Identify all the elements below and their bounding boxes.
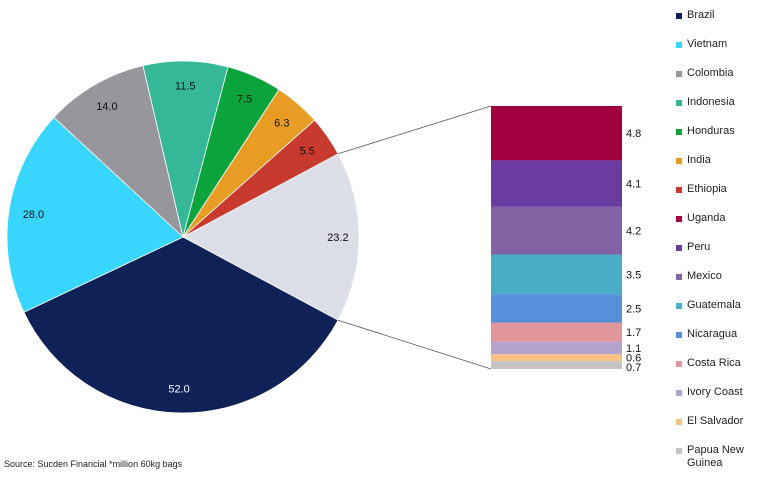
- bar-data-label-uganda: 4.8: [626, 128, 641, 140]
- legend-label: Guatemala: [687, 299, 741, 311]
- pie-data-label-honduras: 7.5: [237, 94, 252, 106]
- legend-item-indonesia: Indonesia: [676, 96, 770, 109]
- legend-label: Colombia: [687, 67, 734, 79]
- pie-data-label-ethiopia: 5.5: [299, 145, 314, 157]
- bar-segment-uganda: [491, 106, 622, 161]
- legend-item-guatemala: Guatemala: [676, 299, 770, 312]
- legend-label: Honduras: [687, 125, 735, 137]
- legend-label: El Salvador: [687, 415, 744, 427]
- legend-item-nicaragua: Nicaragua: [676, 328, 770, 341]
- legend-item-india: India: [676, 154, 770, 167]
- legend-swatch: [676, 158, 682, 164]
- pie-data-label-other-countries: 23.2: [327, 232, 348, 244]
- legend-item-colombia: Colombia: [676, 67, 770, 80]
- legend-item-vietnam: Vietnam: [676, 38, 770, 51]
- bar-segment-peru: [491, 160, 622, 207]
- bar-segment-papua-new-guinea: [491, 361, 622, 369]
- pie-data-label-brazil: 52.0: [168, 383, 189, 395]
- legend-swatch: [676, 419, 682, 425]
- pie-slice-other-countries: [182, 153, 360, 321]
- legend-label: Uganda: [687, 212, 726, 224]
- legend-label: Nicaragua: [687, 328, 738, 340]
- pie-slice-colombia: [53, 65, 184, 239]
- connector-line-top: [337, 105, 492, 155]
- breakout-bar: 4.8 4.1 4.2 3.5 2.5 1.7 1.10.60.7: [491, 106, 641, 374]
- bar-segment-el-salvador: [491, 354, 622, 362]
- legend-swatch: [676, 448, 682, 454]
- legend-item-uganda: Uganda: [676, 212, 770, 225]
- bar-data-label-ivory-coast: 1.1: [626, 343, 641, 355]
- pie-data-label-vietnam: 28.0: [23, 209, 44, 221]
- data-labels: 23.2 52.0 28.0 14.0 11.5 7.5 6.3 5.5: [23, 81, 349, 396]
- bar-data-label-el-salvador: 0.6: [626, 353, 641, 365]
- legend-swatch: [676, 42, 682, 48]
- bar-segment-guatemala: [491, 254, 622, 295]
- legend-swatch: [676, 216, 682, 222]
- bar-data-label-costa-rica: 1.7: [626, 327, 641, 339]
- legend-item-el-salvador: El Salvador: [676, 415, 770, 428]
- bar-segment-nicaragua: [491, 294, 622, 323]
- pie-slice-brazil: [23, 236, 339, 414]
- legend-item-honduras: Honduras: [676, 125, 770, 138]
- legend-item-papua-new-guinea: Papua New Guinea: [676, 444, 770, 470]
- legend-label: India: [687, 154, 711, 166]
- bar-segment-costa-rica: [491, 322, 622, 342]
- legend-label: Papua New Guinea: [687, 444, 744, 469]
- breakout-connectors: [337, 105, 492, 370]
- legend-item-brazil: Brazil: [676, 9, 770, 22]
- legend-label: Peru: [687, 241, 711, 253]
- legend-swatch: [676, 71, 682, 77]
- legend-swatch: [676, 303, 682, 309]
- bar-data-label-guatemala: 3.5: [626, 269, 641, 281]
- legend-swatch: [676, 245, 682, 251]
- legend-item-ivory-coast: Ivory Coast: [676, 386, 770, 399]
- legend-swatch: [676, 13, 682, 19]
- bar-data-label-nicaragua: 2.5: [626, 303, 641, 315]
- connector-line-bottom: [337, 319, 492, 370]
- legend-label: Ethiopia: [687, 183, 727, 195]
- source-note: Source: Sucden Financial *million 60kg b…: [4, 459, 183, 469]
- legend-swatch: [676, 332, 682, 338]
- pie-data-label-colombia: 14.0: [96, 101, 117, 113]
- pie-slice-vietnam: [6, 116, 184, 313]
- pie-slice-ethiopia: [182, 119, 339, 238]
- legend-label: Indonesia: [687, 96, 735, 108]
- bar-segment-ivory-coast: [491, 341, 622, 355]
- legend-swatch: [676, 129, 682, 135]
- bar-data-label-papua-new-guinea: 0.7: [626, 362, 641, 374]
- legend-label: Brazil: [687, 9, 715, 21]
- bar-data-label-mexico: 4.2: [626, 226, 641, 238]
- legend-item-peru: Peru: [676, 241, 770, 254]
- legend-swatch: [676, 361, 682, 367]
- legend-item-ethiopia: Ethiopia: [676, 183, 770, 196]
- legend-swatch: [676, 390, 682, 396]
- bar-segment-mexico: [491, 206, 622, 255]
- legend-label: Vietnam: [687, 38, 728, 50]
- bar-data-label-peru: 4.1: [626, 179, 641, 191]
- pie-data-label-india: 6.3: [274, 117, 289, 129]
- legend-swatch: [676, 100, 682, 106]
- legend-label: Costa Rica: [687, 357, 741, 369]
- legend-item-mexico: Mexico: [676, 270, 770, 283]
- legend-swatch: [676, 274, 682, 280]
- legend-label: Mexico: [687, 270, 722, 282]
- pie: [6, 60, 360, 414]
- legend-item-costa-rica: Costa Rica: [676, 357, 770, 370]
- legend-label: Ivory Coast: [687, 386, 743, 398]
- legend-swatch: [676, 187, 682, 193]
- pie-data-label-indonesia: 11.5: [175, 81, 196, 93]
